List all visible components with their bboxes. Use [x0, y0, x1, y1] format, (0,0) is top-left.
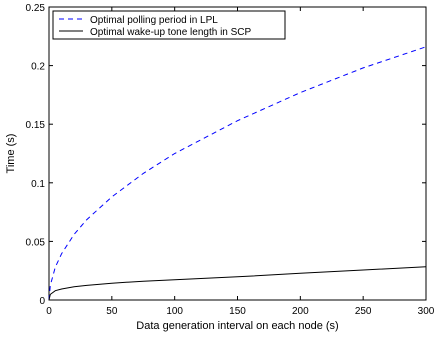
legend-box — [52, 10, 286, 40]
series-group — [48, 46, 427, 301]
x-tick-label: 150 — [229, 306, 246, 317]
x-axis-label: Data generation interval on each node (s… — [136, 320, 338, 332]
x-tick-label: 200 — [292, 306, 309, 317]
x-tick-label: 300 — [418, 306, 435, 317]
series-line-2 — [48, 266, 427, 301]
x-tick-label: 50 — [106, 306, 118, 317]
legend-label-1: Optimal polling period in LPL — [90, 15, 218, 26]
y-tick-label: 0.05 — [26, 237, 46, 248]
y-tick-label: 0.15 — [26, 120, 46, 131]
y-tick-label: 0.2 — [31, 62, 45, 73]
y-tick-label: 0 — [39, 296, 45, 307]
legend-label-2: Optimal wake-up tone length in SCP — [90, 27, 252, 38]
x-tick-label: 250 — [355, 306, 372, 317]
y-axis-label: Time (s) — [5, 134, 17, 174]
x-tick-label: 100 — [166, 306, 183, 317]
x-tick-label: 0 — [46, 306, 52, 317]
y-tick-label: 0.1 — [31, 179, 45, 190]
y-tick-label: 0.25 — [26, 3, 46, 14]
y-axis-ticks: 0 0.05 0.1 0.15 0.2 0.25 — [26, 3, 426, 307]
